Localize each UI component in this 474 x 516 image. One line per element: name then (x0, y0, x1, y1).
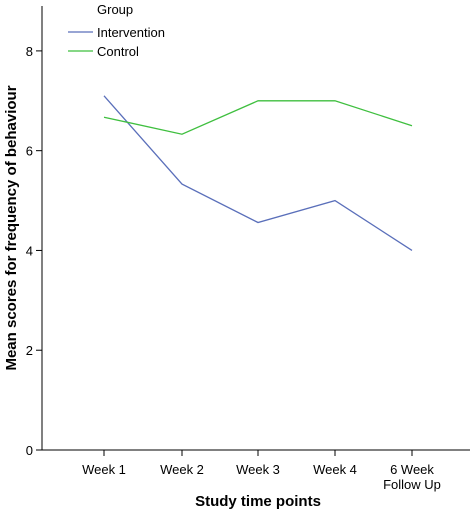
y-tick-label: 0 (26, 443, 33, 458)
series-lines (103, 95, 413, 251)
x-axis-title: Study time points (195, 493, 321, 510)
y-axis-title: Mean scores for frequency of behaviour (3, 85, 20, 370)
y-tick-label: 8 (26, 44, 33, 59)
axes (41, 6, 470, 451)
series-line-control (103, 100, 413, 135)
y-tick-label: 2 (26, 343, 33, 358)
y-axis-ticks: 0 2 4 6 8 (26, 44, 42, 458)
x-axis-ticks: Week 1 Week 2 Week 3 Week 4 6 Week Follow Up (82, 450, 441, 492)
x-tick-label: Week 4 (313, 462, 357, 477)
y-tick-label: 4 (26, 243, 33, 258)
legend: Group Intervention Control (68, 2, 165, 59)
series-line-intervention (103, 95, 413, 251)
y-tick-label: 6 (26, 144, 33, 159)
x-tick-label: Week 3 (236, 462, 280, 477)
x-tick-label: Week 1 (82, 462, 126, 477)
legend-label: Control (97, 44, 139, 59)
legend-title: Group (97, 2, 133, 17)
x-tick-label: 6 Week Follow Up (383, 462, 441, 492)
legend-label: Intervention (97, 25, 165, 40)
x-tick-label: Week 2 (160, 462, 204, 477)
